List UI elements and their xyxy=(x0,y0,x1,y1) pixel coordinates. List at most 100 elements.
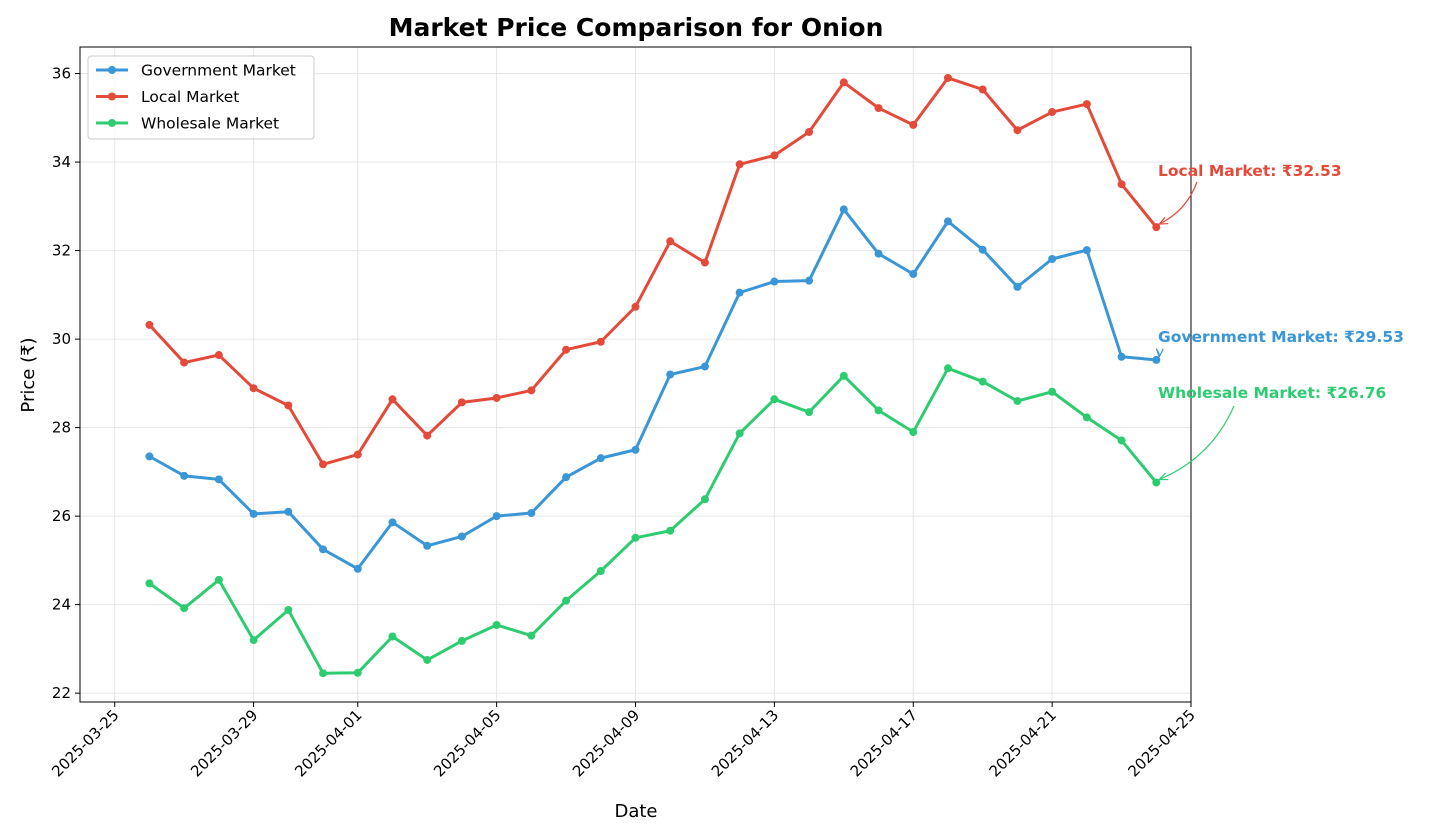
data-point xyxy=(319,669,328,678)
data-point xyxy=(631,445,640,454)
legend-label: Government Market xyxy=(141,62,296,80)
annotation-label: Wholesale Market: ₹26.76 xyxy=(1158,384,1386,402)
legend-marker xyxy=(108,119,116,127)
data-point xyxy=(1152,478,1161,487)
data-point xyxy=(388,395,397,404)
data-point xyxy=(527,509,536,518)
data-point xyxy=(1082,246,1091,255)
data-point xyxy=(839,78,848,87)
x-tick-label: 2025-04-13 xyxy=(708,706,782,780)
legend-item: Government Market xyxy=(96,62,296,80)
data-point xyxy=(700,495,709,504)
data-point xyxy=(1013,126,1022,135)
data-point xyxy=(666,526,675,535)
x-tick-label: 2025-04-01 xyxy=(291,706,365,780)
data-point xyxy=(735,160,744,169)
data-point xyxy=(457,532,466,541)
x-tick-label: 2025-04-09 xyxy=(569,706,643,780)
annotation-arrowhead xyxy=(1157,472,1169,481)
data-point xyxy=(596,454,605,463)
grid xyxy=(80,47,1192,702)
annotation-arrow xyxy=(1159,181,1198,225)
data-point xyxy=(874,249,883,258)
data-point xyxy=(770,395,779,404)
data-point xyxy=(1152,355,1161,364)
annotation: Government Market: ₹29.53 xyxy=(1155,328,1404,359)
data-point xyxy=(1117,436,1126,445)
legend-item: Local Market xyxy=(96,88,239,106)
data-point xyxy=(700,362,709,371)
y-tick-label: 26 xyxy=(52,507,71,525)
data-point xyxy=(562,473,571,482)
x-tick-label: 2025-03-29 xyxy=(187,706,261,780)
y-tick-label: 32 xyxy=(52,242,71,260)
data-point xyxy=(1048,108,1057,117)
data-point xyxy=(388,518,397,527)
series-local-market xyxy=(145,73,1161,469)
y-axis-label: Price (₹) xyxy=(18,337,39,412)
data-point xyxy=(492,620,501,629)
series-government-market xyxy=(145,205,1161,573)
data-point xyxy=(492,393,501,402)
data-point xyxy=(1013,397,1022,406)
data-point xyxy=(214,351,223,360)
annotation-arrow xyxy=(1159,405,1235,481)
data-point xyxy=(735,429,744,438)
data-point xyxy=(284,605,293,614)
x-tick-label: 2025-03-25 xyxy=(48,706,122,780)
data-point xyxy=(909,428,918,437)
annotation: Local Market: ₹32.53 xyxy=(1157,162,1342,225)
data-point xyxy=(805,408,814,417)
x-tick-label: 2025-04-25 xyxy=(1124,706,1198,780)
series-wholesale-market xyxy=(145,364,1161,678)
annotation: Wholesale Market: ₹26.76 xyxy=(1157,384,1386,481)
data-point xyxy=(145,320,154,329)
y-tick-label: 24 xyxy=(52,596,71,614)
data-point xyxy=(562,596,571,605)
x-tick-label: 2025-04-17 xyxy=(847,706,921,780)
series-line xyxy=(147,207,1158,571)
legend-item: Wholesale Market xyxy=(96,115,279,133)
y-tick-label: 28 xyxy=(52,419,71,437)
data-point xyxy=(562,345,571,354)
data-point xyxy=(770,277,779,286)
series-layer xyxy=(145,73,1161,678)
data-point xyxy=(839,205,848,214)
data-point xyxy=(180,358,189,367)
data-point xyxy=(423,541,432,550)
data-point xyxy=(423,431,432,440)
legend-marker xyxy=(108,66,116,74)
data-point xyxy=(735,288,744,297)
data-point xyxy=(353,564,362,573)
data-point xyxy=(874,406,883,415)
x-axis-label: Date xyxy=(614,801,657,822)
data-point xyxy=(457,398,466,407)
axes: 2025-03-25 2025-03-29 2025-04-01 2025-04-05… xyxy=(48,65,1199,781)
data-point xyxy=(978,85,987,94)
data-point xyxy=(457,636,466,645)
data-point xyxy=(978,377,987,386)
data-point xyxy=(353,450,362,459)
data-point xyxy=(388,632,397,641)
annotation-arrowhead xyxy=(1157,216,1169,225)
data-point xyxy=(1117,180,1126,189)
data-point xyxy=(805,127,814,136)
data-point xyxy=(1048,387,1057,396)
data-point xyxy=(1082,100,1091,109)
series-line xyxy=(147,366,1158,675)
annotation-label: Government Market: ₹29.53 xyxy=(1158,328,1404,346)
data-point xyxy=(909,120,918,129)
data-point xyxy=(1152,223,1161,232)
data-point xyxy=(978,245,987,254)
y-tick-label: 36 xyxy=(52,65,71,83)
data-point xyxy=(631,302,640,311)
data-point xyxy=(249,636,258,645)
data-point xyxy=(214,575,223,584)
data-point xyxy=(909,270,918,279)
x-tick-label: 2025-04-21 xyxy=(986,706,1060,780)
annotation-label: Local Market: ₹32.53 xyxy=(1158,162,1342,180)
data-point xyxy=(527,386,536,395)
data-point xyxy=(666,237,675,246)
data-point xyxy=(249,384,258,393)
